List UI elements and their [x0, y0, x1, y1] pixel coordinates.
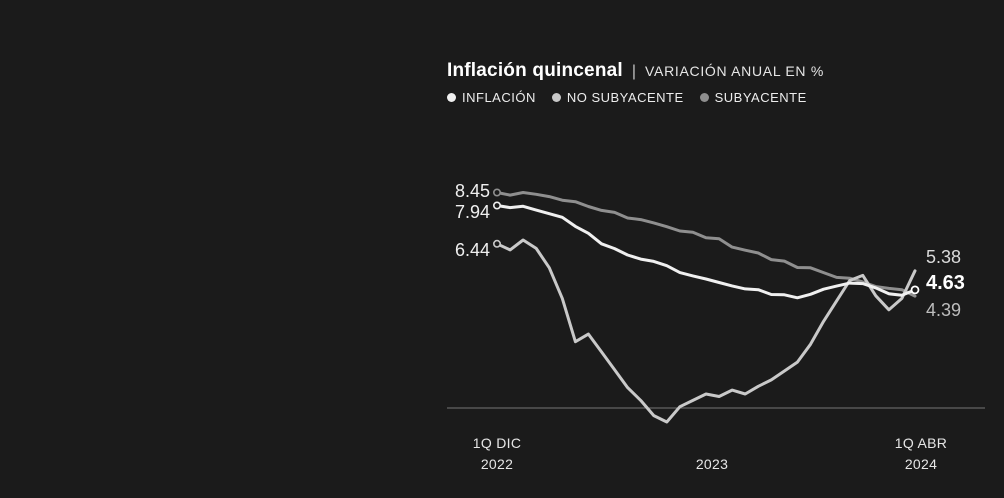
x-tick-mid-line2: 2023: [695, 456, 729, 472]
legend-item-subyacente: SUBYACENTE: [699, 90, 807, 105]
end-value-no-subyacente: 5.38: [926, 247, 962, 267]
end-value-inflacion: 4.63: [926, 272, 965, 294]
legend-dot-no-subyacente-icon: [551, 93, 561, 102]
chart-header: Inflación quincenal | VARIACIÓN ANUAL EN…: [447, 60, 824, 82]
series-line-inflacion: [495, 204, 917, 300]
legend-item-no-subyacente: NO SUBYACENTE: [551, 90, 684, 105]
legend-item-inflacion: INFLACIÓN: [447, 90, 536, 105]
start-marker-inflacion-icon: [492, 201, 501, 210]
legend-label-subyacente: SUBYACENTE: [714, 90, 807, 105]
series-line-subyacente: [495, 191, 917, 298]
x-tick-end-line2: 2024: [904, 456, 938, 472]
legend-dot-subyacente-icon: [699, 93, 709, 102]
series-line-no-subyacente: [495, 238, 917, 424]
legend-label-no-subyacente: NO SUBYACENTE: [566, 90, 684, 105]
x-tick-mid: 2023: [666, 454, 758, 475]
chart-title: Inflación quincenal: [447, 60, 623, 81]
x-tick-start-line2: 2022: [480, 456, 514, 472]
legend-dot-inflacion-icon: [447, 93, 456, 102]
x-tick-start: 1Q DIC 2022: [451, 433, 543, 475]
chart-subtitle: VARIACIÓN ANUAL EN %: [645, 63, 824, 79]
start-value-no-subyacente: 6.44: [454, 240, 490, 260]
start-marker-subyacente-icon: [492, 188, 501, 197]
x-tick-end-line1: 1Q ABR: [894, 435, 948, 451]
x-tick-start-line1: 1Q DIC: [472, 435, 522, 451]
title-separator: |: [631, 63, 637, 80]
end-marker-inflacion-icon: [910, 285, 920, 295]
end-value-subyacente: 4.39: [926, 300, 962, 320]
x-tick-end: 1Q ABR 2024: [875, 433, 967, 475]
legend-label-inflacion: INFLACIÓN: [462, 90, 536, 105]
chart-legend: INFLACIÓN NO SUBYACENTE SUBYACENTE: [447, 90, 807, 105]
start-marker-no-subyacente-icon: [492, 239, 501, 248]
start-value-subyacente: 8.45: [454, 181, 490, 201]
start-value-inflacion: 7.94: [454, 202, 490, 222]
